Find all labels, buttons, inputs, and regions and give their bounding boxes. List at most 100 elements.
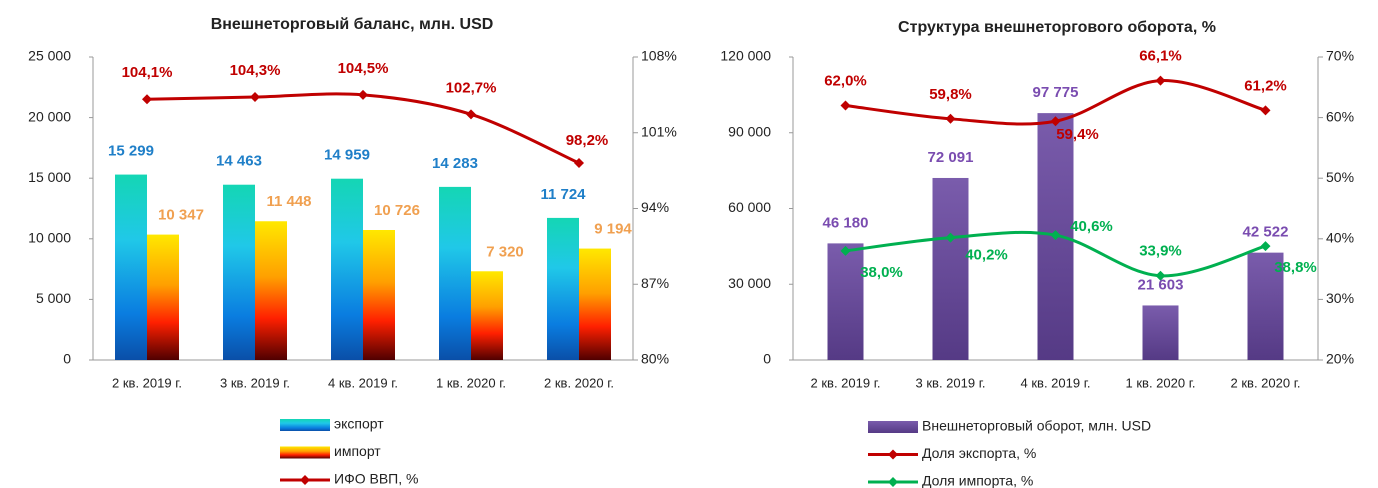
data-label: 66,1% — [1139, 48, 1182, 65]
x-tick-label: 3 кв. 2019 г. — [220, 375, 290, 390]
line-marker — [1050, 116, 1061, 127]
data-label: 40,2% — [965, 247, 1008, 264]
bar — [223, 184, 255, 360]
y-tick-label: 60 000 — [728, 199, 771, 215]
x-tick-label: 2 кв. 2020 г. — [544, 375, 614, 390]
legend-label: ИФО ВВП, % — [334, 471, 418, 487]
y2-tick-label: 40% — [1326, 230, 1354, 246]
y-tick-label: 20 000 — [28, 108, 71, 124]
x-tick-label: 4 кв. 2019 г. — [1021, 375, 1091, 390]
line-marker — [1155, 270, 1166, 281]
y2-tick-label: 87% — [641, 275, 669, 291]
data-label: 98,2% — [566, 132, 609, 149]
bar — [471, 271, 503, 360]
x-tick-label: 4 кв. 2019 г. — [328, 375, 398, 390]
bar — [363, 230, 395, 360]
data-label: 46 180 — [823, 214, 869, 231]
data-label: 21 603 — [1138, 276, 1184, 293]
legend-label: экспорт — [334, 416, 384, 432]
legend-swatch — [888, 449, 898, 460]
line-marker — [358, 89, 368, 100]
bar — [547, 217, 579, 360]
bar — [1142, 305, 1179, 360]
y-tick-label: 25 000 — [28, 48, 71, 64]
y-tick-label: 15 000 — [28, 169, 71, 185]
x-tick-label: 2 кв. 2019 г. — [811, 375, 881, 390]
data-label: 97 775 — [1033, 84, 1079, 101]
x-tick-label: 2 кв. 2019 г. — [112, 375, 182, 390]
y2-tick-label: 60% — [1326, 108, 1354, 124]
data-label: 59,8% — [929, 86, 972, 103]
bar — [579, 248, 611, 360]
line-marker — [1155, 75, 1166, 86]
data-label: 38,8% — [1274, 259, 1317, 276]
legend-swatch — [888, 477, 898, 487]
data-label: 11 448 — [266, 193, 311, 210]
y2-tick-label: 50% — [1326, 169, 1354, 185]
line-marker — [466, 109, 476, 120]
data-label: 14 463 — [216, 153, 262, 170]
line-marker — [945, 232, 956, 243]
line-marker — [1260, 241, 1271, 252]
line-marker — [250, 92, 260, 103]
y-tick-label: 0 — [63, 351, 71, 367]
y-tick-label: 90 000 — [728, 123, 771, 139]
x-tick-label: 1 кв. 2020 г. — [436, 375, 506, 390]
data-label: 104,3% — [230, 62, 281, 79]
y-tick-label: 120 000 — [720, 48, 771, 64]
x-tick-label: 2 кв. 2020 г. — [1231, 375, 1301, 390]
bar — [331, 178, 363, 360]
data-label: 40,6% — [1070, 218, 1113, 235]
legend-label: Внешнеторговый оборот, млн. USD — [922, 418, 1151, 434]
y-tick-label: 5 000 — [36, 290, 71, 306]
chart-title: Структура внешнеторгового оборота, % — [898, 19, 1216, 36]
legend-label: импорт — [334, 443, 381, 459]
bar — [827, 243, 864, 360]
data-label: 38,0% — [860, 264, 903, 281]
legend-swatch — [280, 446, 330, 459]
bar — [147, 234, 179, 360]
data-label: 7 320 — [486, 243, 524, 260]
bar — [1247, 252, 1284, 360]
y2-tick-label: 101% — [641, 123, 677, 139]
data-label: 72 091 — [928, 149, 974, 166]
bar — [439, 186, 471, 360]
data-label: 15 299 — [108, 143, 154, 160]
x-tick-label: 1 кв. 2020 г. — [1126, 375, 1196, 390]
line-marker — [945, 113, 956, 124]
data-label: 42 522 — [1243, 224, 1289, 241]
y2-tick-label: 70% — [1326, 48, 1354, 64]
line-marker — [1050, 230, 1061, 241]
data-label: 14 283 — [432, 155, 478, 172]
line-marker — [574, 158, 584, 169]
legend-label: Доля импорта, % — [922, 473, 1033, 488]
legend-swatch — [280, 419, 330, 431]
bar — [115, 174, 147, 360]
line-marker — [142, 94, 152, 105]
y-tick-label: 10 000 — [28, 230, 71, 246]
chart-title: Внешнеторговый баланс, млн. USD — [211, 16, 494, 33]
data-label: 104,5% — [338, 60, 389, 77]
data-label: 10 347 — [158, 207, 204, 224]
legend-swatch — [868, 421, 918, 433]
data-label: 33,9% — [1139, 243, 1182, 260]
data-label: 102,7% — [446, 79, 497, 96]
data-label: 59,4% — [1056, 126, 1099, 143]
data-label: 11 724 — [540, 186, 586, 203]
data-label: 62,0% — [824, 72, 867, 89]
data-label: 14 959 — [324, 147, 370, 164]
data-label: 104,1% — [122, 64, 173, 81]
y-tick-label: 30 000 — [728, 275, 771, 291]
bar — [255, 221, 287, 360]
data-label: 9 194 — [594, 221, 632, 238]
line-marker — [840, 100, 851, 111]
line-marker — [840, 245, 851, 256]
y2-tick-label: 80% — [641, 351, 669, 367]
bar — [932, 177, 969, 360]
legend-swatch — [300, 475, 310, 485]
y2-tick-label: 94% — [641, 199, 669, 215]
data-label: 10 726 — [374, 202, 420, 219]
line-marker — [1260, 105, 1271, 116]
data-label: 61,2% — [1244, 77, 1287, 94]
